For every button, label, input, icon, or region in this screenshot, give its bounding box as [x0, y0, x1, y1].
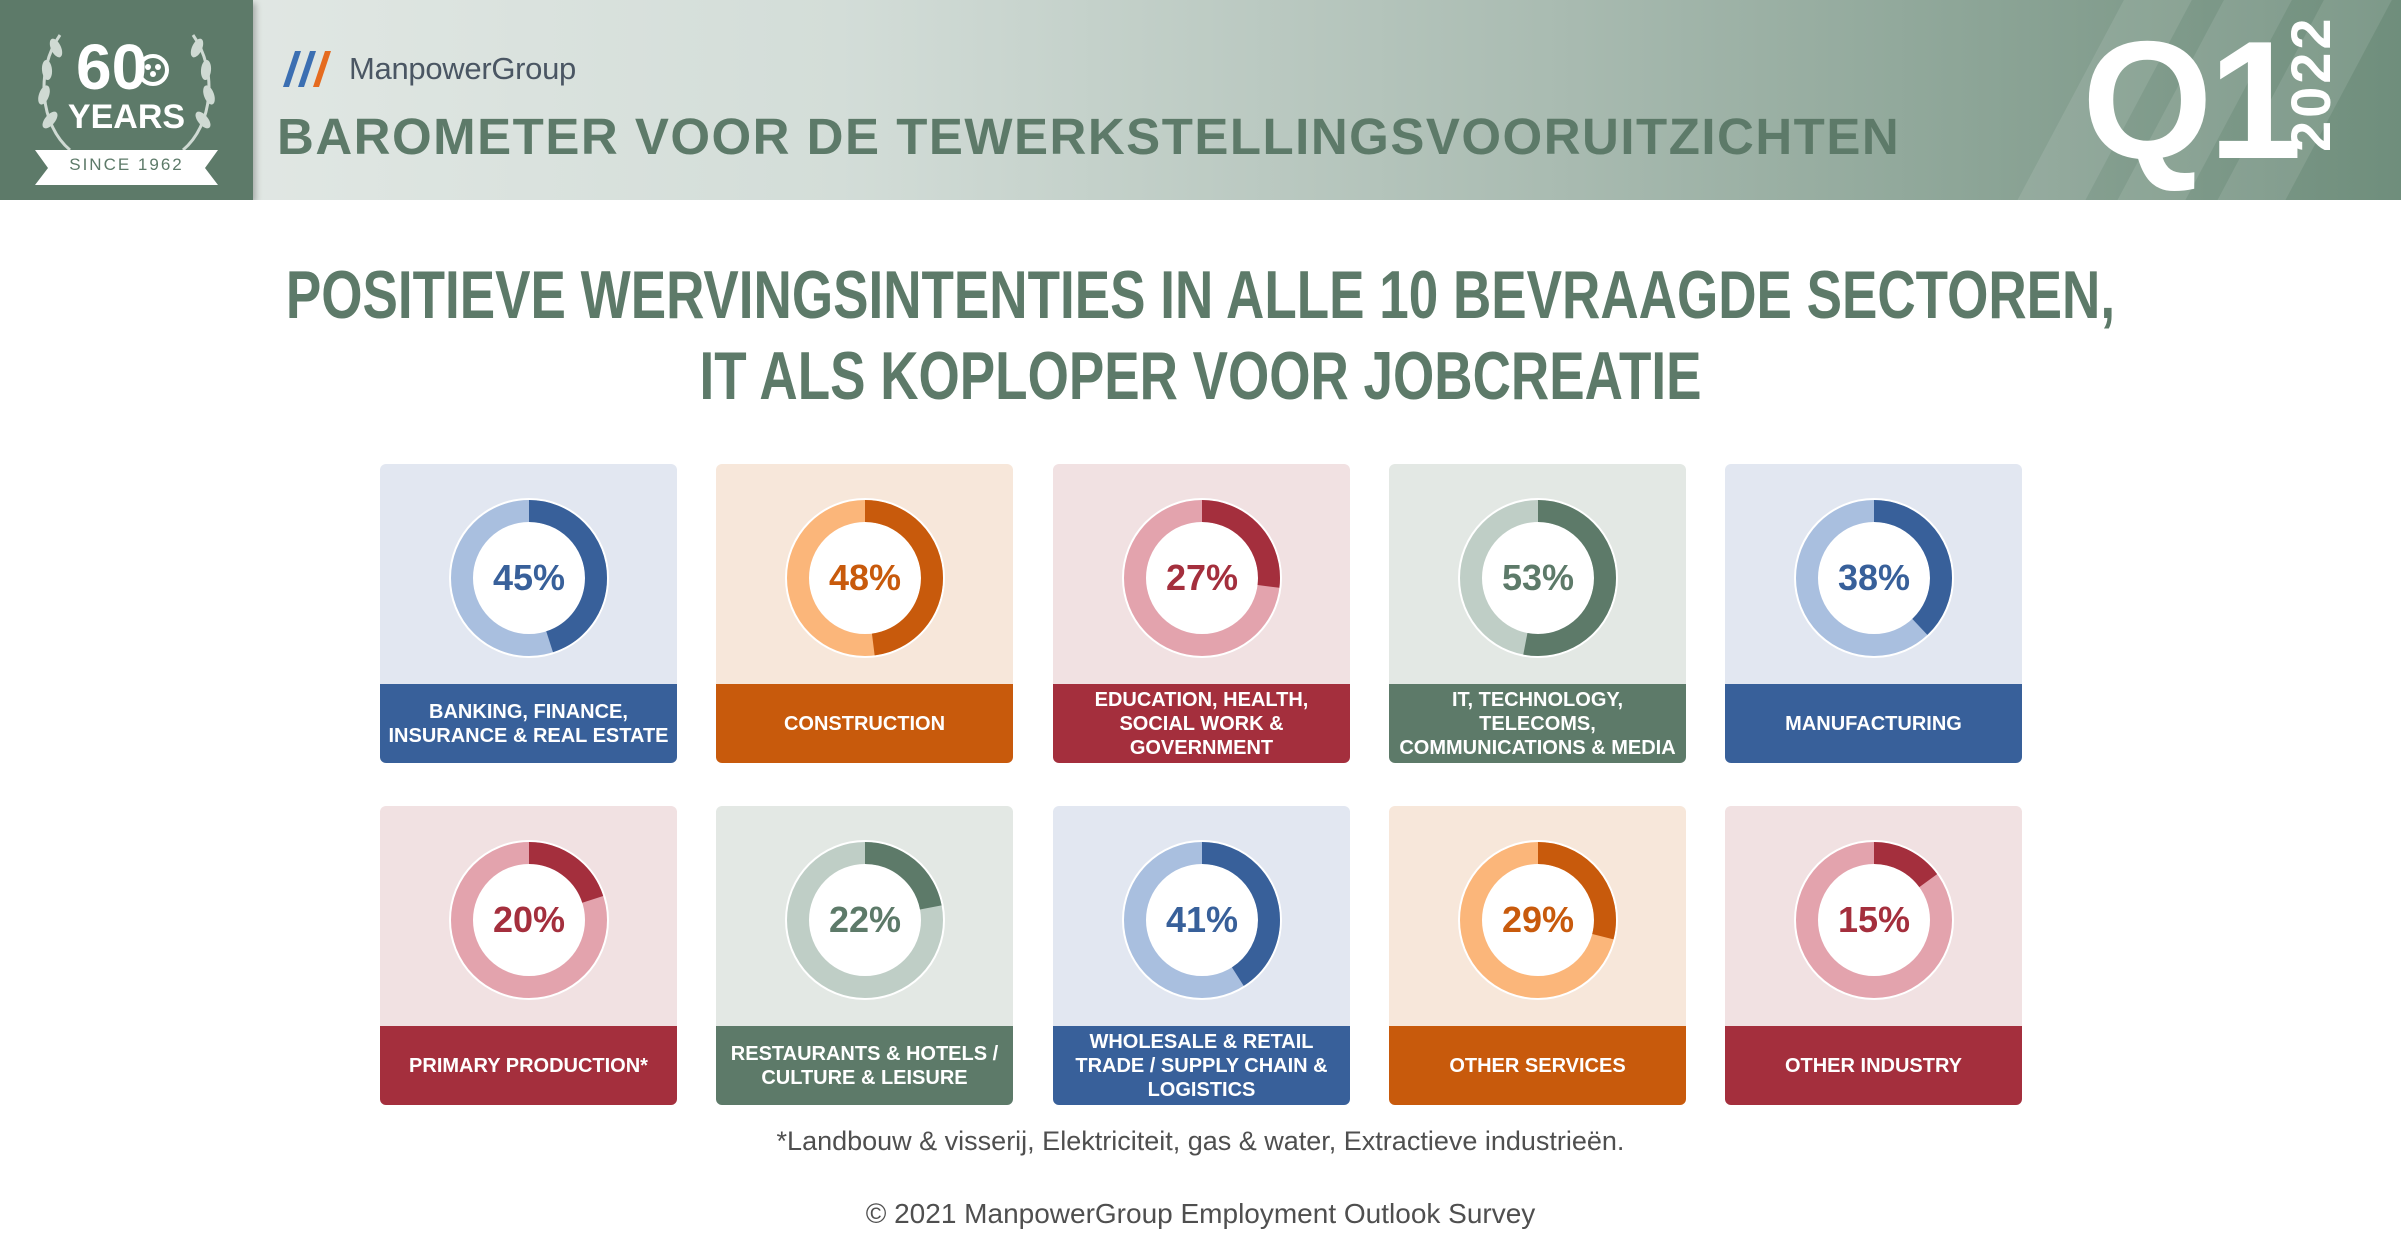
donut-chart — [785, 498, 945, 658]
donut-value-slice — [1796, 500, 1952, 656]
sector-label-text: CONSTRUCTION — [783, 712, 946, 735]
brand-mark-icon — [283, 51, 331, 87]
donut-value-slice — [1124, 500, 1280, 656]
donut-chart — [1458, 840, 1618, 1000]
sector-card-chart-area: 41% — [1053, 806, 1350, 1026]
sector-card-chart-area: 15% — [1725, 806, 2022, 1026]
donut-value-label: 41% — [1165, 899, 1239, 940]
sector-label: BANKING, FINANCE, INSURANCE & REAL ESTATE — [380, 684, 677, 763]
donut-value-slice — [451, 842, 607, 998]
sector-label: OTHER INDUSTRY — [1725, 1026, 2022, 1105]
brand-logo: ManpowerGroup — [279, 44, 576, 94]
sector-card-chart-area: 20% — [380, 806, 677, 1026]
laurel-wreath-icon — [35, 34, 218, 185]
donut-value-label: 27% — [1165, 557, 1239, 598]
sector-label-text: IT, TECHNOLOGY, TELECOMS, COMMUNICATIONS &… — [1399, 688, 1676, 759]
donut-chart — [1794, 840, 1954, 1000]
badge-word: YEARS — [67, 98, 186, 136]
sector-card-chart-area: 45% — [380, 464, 677, 684]
donut-value-label: 45% — [492, 557, 566, 598]
sector-card-chart-area: 27% — [1053, 464, 1350, 684]
footnote: *Landbouw & visserij, Elektriciteit, gas… — [776, 1126, 1625, 1156]
sector-card: 48% CONSTRUCTION — [716, 464, 1013, 763]
page-title: BAROMETER VOOR DE TEWERKSTELLINGSVOORUIT… — [277, 108, 1901, 165]
donut-value-label: 29% — [1501, 899, 1575, 940]
sector-card: 22% RESTAURANTS & HOTELS / CULTURE & LEISU… — [716, 806, 1013, 1105]
sector-card: 15% OTHER INDUSTRY — [1725, 806, 2022, 1105]
donut-value-slice — [1460, 500, 1616, 656]
sector-label: EDUCATION, HEALTH, SOCIAL WORK & GOVERNMEN… — [1053, 684, 1350, 763]
sector-label: WHOLESALE & RETAIL TRADE / SUPPLY CHAIN &… — [1053, 1026, 1350, 1105]
sector-label-text: BANKING, FINANCE, INSURANCE & REAL ESTATE — [388, 700, 669, 747]
sector-label: OTHER SERVICES — [1389, 1026, 1686, 1105]
anniversary-badge: 60 YEARS SINCE 1962 — [0, 0, 253, 200]
sector-card: 27% EDUCATION, HEALTH, SOCIAL WORK & GOVERN… — [1053, 464, 1350, 763]
headline-line-2: IT ALS KOPLOPER VOOR JOBCREATIE — [699, 338, 1702, 414]
sector-card: 29% OTHER SERVICES — [1389, 806, 1686, 1105]
donut-value-label: 38% — [1837, 557, 1911, 598]
sector-label-text: PRIMARY PRODUCTION* — [409, 1054, 648, 1077]
donut-value-label: 53% — [1501, 557, 1575, 598]
donut-chart — [449, 498, 609, 658]
sector-label: CONSTRUCTION — [716, 684, 1013, 763]
donut-value-label: 20% — [492, 899, 566, 940]
year-label: 2022 — [2279, 15, 2342, 152]
badge-number: 60 — [76, 31, 148, 103]
sector-label-text: MANUFACTURING — [1785, 712, 1962, 735]
sector-label: MANUFACTURING — [1725, 684, 2022, 763]
quarter-label: Q1 — [2082, 6, 2302, 194]
sector-label-text: WHOLESALE & RETAIL TRADE / SUPPLY CHAIN &… — [1075, 1030, 1328, 1101]
donut-chart — [1122, 840, 1282, 1000]
sector-label-text: RESTAURANTS & HOTELS / CULTURE & LEISURE — [730, 1042, 999, 1089]
donut-value-label: 22% — [828, 899, 902, 940]
sector-card: 41% WHOLESALE & RETAIL TRADE / SUPPLY CHAI… — [1053, 806, 1350, 1105]
sector-card: 20% PRIMARY PRODUCTION* — [380, 806, 677, 1105]
sector-card: 45% BANKING, FINANCE, INSURANCE & REAL EST… — [380, 464, 677, 763]
donut-chart — [449, 840, 609, 1000]
sector-label-text: OTHER SERVICES — [1449, 1054, 1626, 1077]
donut-chart — [1794, 498, 1954, 658]
sector-card-chart-area: 48% — [716, 464, 1013, 684]
sector-card-chart-area: 38% — [1725, 464, 2022, 684]
brand-name: ManpowerGroup — [349, 51, 576, 86]
donut-value-slice — [787, 500, 943, 656]
copyright: © 2021 ManpowerGroup Employment Outlook … — [865, 1198, 1536, 1229]
headline-line-1: POSITIEVE WERVINGSINTENTIES IN ALLE 10 B… — [285, 257, 2116, 333]
donut-value-slice — [451, 500, 607, 656]
donut-value-slice — [787, 842, 943, 998]
sector-label: RESTAURANTS & HOTELS / CULTURE & LEISURE — [716, 1026, 1013, 1105]
sector-label: IT, TECHNOLOGY, TELECOMS, COMMUNICATIONS &… — [1389, 684, 1686, 763]
badge-since: SINCE 1962 — [69, 155, 184, 174]
donut-chart — [1122, 498, 1282, 658]
sector-card: 38% MANUFACTURING — [1725, 464, 2022, 763]
header-banner: 60 YEARS SINCE 1962 ManpowerGroup BAROME… — [0, 0, 2401, 200]
donut-value-slice — [1124, 842, 1280, 998]
donut-value-slice — [1796, 842, 1952, 998]
sector-label-text: OTHER INDUSTRY — [1784, 1054, 1963, 1077]
donut-chart — [1458, 498, 1618, 658]
donut-chart — [785, 840, 945, 1000]
donut-value-slice — [1460, 842, 1616, 998]
sector-label-text: EDUCATION, HEALTH, SOCIAL WORK & GOVERNMEN… — [1094, 688, 1309, 759]
donut-value-label: 15% — [1837, 899, 1911, 940]
sector-card-chart-area: 29% — [1389, 806, 1686, 1026]
sector-card-chart-area: 22% — [716, 806, 1013, 1026]
sector-label: PRIMARY PRODUCTION* — [380, 1026, 677, 1105]
sector-card: 53% IT, TECHNOLOGY, TELECOMS, COMMUNICATION… — [1389, 464, 1686, 763]
sector-card-chart-area: 53% — [1389, 464, 1686, 684]
donut-value-label: 48% — [828, 557, 902, 598]
